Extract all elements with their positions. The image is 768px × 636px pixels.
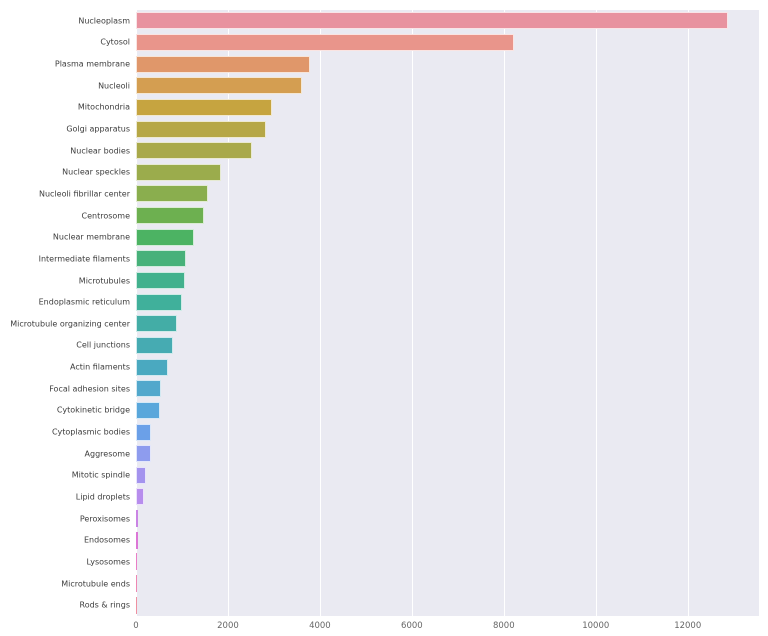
category-label: Lysosomes [86, 557, 130, 567]
x-tick-label: 0 [133, 621, 139, 631]
category-label: Cytosol [100, 37, 130, 47]
category-label: Nucleoli [98, 81, 130, 91]
category-label: Rods & rings [79, 600, 131, 610]
bar [136, 120, 266, 138]
category-label: Focal adhesion sites [49, 384, 130, 394]
category-label: Endosomes [83, 535, 130, 545]
bar [136, 33, 515, 51]
bar [136, 185, 208, 203]
x-tick-label: 4000 [309, 621, 331, 631]
category-label: Nucleoplasm [78, 16, 130, 26]
bar [136, 98, 273, 116]
bar [136, 315, 178, 333]
x-tick-label: 6000 [401, 621, 423, 631]
bar [136, 596, 137, 614]
x-tick-label: 12000 [674, 621, 702, 631]
gridline-x-6000 [411, 10, 413, 616]
category-label: Cytoplasmic bodies [51, 427, 130, 437]
bar [136, 228, 194, 246]
gridline-x-0 [136, 10, 137, 616]
bar [136, 250, 187, 268]
bar [136, 358, 168, 376]
gridline-x-2000 [227, 10, 229, 616]
category-label: Intermediate filaments [38, 254, 130, 264]
bar [136, 77, 303, 95]
x-tick-label: 10000 [582, 621, 610, 631]
bar [136, 142, 252, 160]
x-tick-label: 2000 [217, 621, 239, 631]
bar [136, 380, 161, 398]
gridline-x-4000 [319, 10, 321, 616]
category-label: Actin filaments [70, 362, 130, 372]
category-label: Endoplasmic reticulum [38, 297, 130, 307]
bar [136, 445, 151, 463]
x-tick-label: 8000 [492, 621, 515, 631]
bar [136, 207, 205, 225]
gridline-x-8000 [503, 10, 505, 616]
category-label: Peroxisomes [79, 514, 130, 524]
bar [136, 575, 137, 593]
category-label: Nucleoli fibrillar center [38, 189, 130, 199]
bar [136, 12, 729, 30]
plot-area [136, 10, 759, 616]
category-label: Golgi apparatus [66, 124, 130, 134]
category-label: Plasma membrane [54, 59, 130, 69]
category-label: Mitochondria [77, 102, 130, 112]
category-label: Microtubule organizing center [10, 319, 130, 329]
category-label: Cell junctions [76, 340, 130, 350]
bar [136, 423, 152, 441]
category-label: Lipid droplets [75, 492, 130, 502]
bar [136, 293, 183, 311]
category-label: Nuclear membrane [52, 232, 130, 242]
category-label: Centrosome [81, 211, 131, 221]
category-label: Microtubules [78, 276, 130, 286]
category-label: Mitotic spindle [71, 470, 130, 480]
category-label: Cytokinetic bridge [56, 405, 130, 415]
bar [136, 488, 144, 506]
bar [136, 336, 173, 354]
bar [136, 510, 139, 528]
category-label: Aggresome [84, 449, 130, 459]
gridline-x-10000 [595, 10, 597, 616]
bar [136, 163, 222, 181]
gridline-x-12000 [687, 10, 689, 616]
category-label: Microtubule ends [61, 579, 130, 589]
bar [136, 531, 139, 549]
category-label: Nuclear bodies [70, 146, 130, 156]
bar [136, 272, 185, 290]
bar [136, 401, 161, 419]
bar [136, 553, 138, 571]
bar [136, 466, 146, 484]
category-label: Nuclear speckles [62, 167, 130, 177]
bar [136, 55, 310, 73]
